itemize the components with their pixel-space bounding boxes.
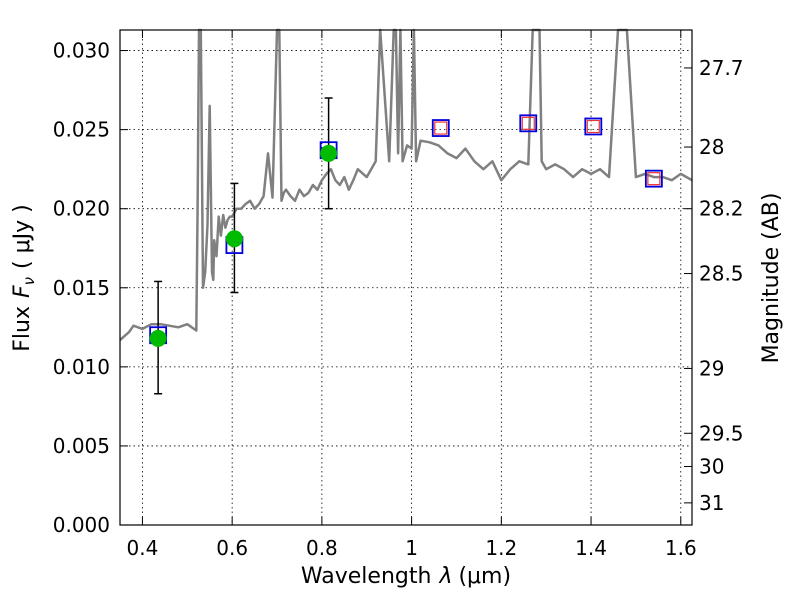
model-photometry-red-square (647, 172, 661, 186)
y2-tick-label: 28.5 (699, 262, 744, 286)
y-tick-label: 0.020 (53, 197, 110, 221)
x-tick-label: 0.6 (216, 536, 248, 560)
y-axis-label: FluxFν( μJy ) (10, 204, 38, 351)
x-tick-label: 0.4 (127, 536, 159, 560)
photometry-layer (149, 97, 663, 395)
y-tick-label: 0.010 (53, 355, 110, 379)
x-tick-label: 1 (405, 536, 418, 560)
y2-tick-label: 29 (699, 356, 724, 380)
y2-tick-label: 27.7 (699, 56, 744, 80)
x-tick-label: 1.2 (485, 536, 517, 560)
y-tick-label: 0.025 (53, 118, 110, 142)
model-photometry-red-square (586, 119, 600, 134)
plot-frame (119, 29, 693, 526)
model-photometry-square (644, 169, 663, 188)
observed-point (149, 329, 167, 347)
model-photometry-red-square (521, 116, 535, 130)
y2-tick-label: 29.5 (699, 421, 744, 445)
model-photometry-square (584, 117, 603, 136)
y2-tick-label: 30 (699, 454, 724, 478)
y-tick-label: 0.015 (53, 276, 110, 300)
x-tick-label: 1.4 (575, 536, 607, 560)
model-sed-line (119, 28, 693, 341)
y-tick-label: 0.030 (53, 39, 110, 63)
x-axis-label: Wavelength λ (μm) (301, 564, 511, 589)
x-tick-label: 0.8 (306, 536, 338, 560)
y2-tick-label: 28 (699, 135, 724, 159)
x-tick-label: 1.6 (665, 536, 697, 560)
model-photometry-square (519, 114, 538, 133)
observed-point (320, 144, 338, 162)
y-tick-label: 0.000 (53, 513, 110, 537)
y2-tick-label: 31 (699, 491, 724, 515)
ticks: 0.4 0.6 0.8 1 1.2 1.4 1.6 0.000 0.005 0.010 0.015 0… (53, 30, 744, 560)
y-tick-label: 0.005 (53, 434, 110, 458)
model-sed-layer (119, 28, 693, 341)
model-photometry-square (431, 119, 450, 137)
y2-tick-label: 28.2 (699, 197, 744, 221)
observed-point (225, 230, 243, 248)
y2-axis-label: Magnitude (AB) (759, 193, 784, 364)
grid (120, 30, 692, 526)
model-photometry-red-square (434, 121, 448, 135)
